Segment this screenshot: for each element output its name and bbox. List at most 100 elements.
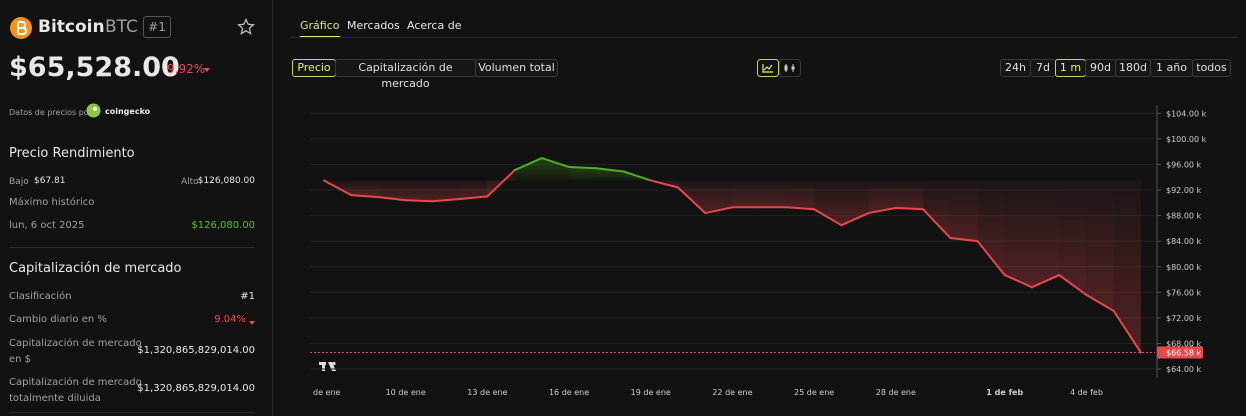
area <box>351 180 379 198</box>
line-segment <box>1030 274 1061 289</box>
area <box>732 180 760 208</box>
range-button[interactable]: 24h <box>1000 59 1031 77</box>
range-button[interactable]: 180d <box>1115 59 1151 77</box>
coin-name: Bitcoin <box>38 17 105 37</box>
row-label: Capitalización de mercado en $ <box>9 338 142 365</box>
line-segment <box>486 169 516 198</box>
area <box>950 180 978 242</box>
area-group <box>324 158 1141 353</box>
line-segment <box>894 206 925 211</box>
source-prefix: Datos de precios por <box>9 108 92 117</box>
low-label: Bajo <box>9 177 29 187</box>
range-button[interactable]: 7d <box>1030 59 1056 77</box>
area <box>378 180 406 201</box>
line-segment <box>1058 274 1088 296</box>
down-arrow <box>204 68 210 72</box>
x-tick-label: 19 de ene <box>631 388 671 397</box>
area <box>786 180 815 210</box>
line-segment <box>649 179 679 189</box>
area <box>677 180 706 214</box>
line-segment <box>459 195 489 200</box>
row-value: $1,320,865,829,014.00 <box>137 383 255 394</box>
y-tick-label: $84.00 k <box>1166 237 1202 246</box>
row-value: #1 <box>240 291 255 302</box>
range-button[interactable]: 1 año <box>1150 59 1193 77</box>
rank-badge: #1 <box>143 16 171 38</box>
x-tick-label: 4 de feb <box>1070 388 1103 397</box>
line-segment <box>540 157 571 169</box>
line-segment <box>350 194 380 199</box>
line-segment <box>513 157 543 172</box>
area <box>405 180 433 202</box>
line-segment <box>323 179 353 197</box>
area <box>460 180 488 199</box>
high-label: Alto <box>181 177 199 187</box>
row-label: Cambio diario en % <box>9 314 107 325</box>
line-segment <box>1112 309 1142 354</box>
line-segment <box>568 166 598 170</box>
row-value: 9.04% <box>214 314 246 325</box>
tab[interactable]: Acerca de <box>407 19 462 32</box>
y-tick-label: $68.00 k <box>1166 339 1202 348</box>
tab[interactable]: Gráfico <box>300 19 340 37</box>
high-value: $126,080.00 <box>197 176 255 186</box>
x-tick-label: 22 de ene <box>712 388 752 397</box>
line-segment <box>1003 274 1033 289</box>
line-segment <box>1085 293 1115 312</box>
y-tick-label: $96.00 k <box>1166 160 1202 169</box>
area <box>977 180 1005 276</box>
x-tick-label: 28 de ene <box>876 388 916 397</box>
area <box>705 180 733 214</box>
y-tick-label: $80.00 k <box>1166 263 1202 272</box>
range-button[interactable]: todos <box>1192 59 1231 77</box>
area <box>895 180 924 210</box>
line-segment <box>404 199 434 203</box>
area <box>514 158 542 181</box>
line-group <box>323 157 1142 354</box>
divider <box>9 412 255 413</box>
low-value: $67.81 <box>34 176 66 186</box>
row-label: Capitalización de mercado totalmente dil… <box>9 377 142 404</box>
area <box>841 180 869 226</box>
price: $65,528.00 <box>9 52 180 83</box>
x-tick-label: 13 de ene <box>467 388 507 397</box>
line-segment <box>949 236 979 243</box>
range-button[interactable]: 90d <box>1085 59 1116 77</box>
y-tick-label: $72.00 k <box>1166 314 1202 323</box>
coin-icon <box>10 17 32 39</box>
last-price-tag <box>1157 346 1203 359</box>
line-segment <box>622 170 652 182</box>
tab[interactable]: Mercados <box>347 19 400 32</box>
x-tick-label: de ene <box>313 388 341 397</box>
y-tick-label: $104.00 k <box>1166 109 1207 118</box>
area <box>923 180 951 238</box>
metric-button[interactable]: Capitalización de mercado <box>335 59 476 90</box>
x-tick-label: 10 de ene <box>386 388 426 397</box>
area <box>569 167 597 181</box>
section-title: Capitalización de mercado <box>9 261 182 276</box>
line-segment <box>976 240 1006 277</box>
source-logo <box>86 103 101 118</box>
line-segment <box>676 186 707 215</box>
line-segment <box>595 167 625 173</box>
metric-button[interactable]: Volumen total <box>475 59 558 77</box>
range-button[interactable]: 1 m <box>1055 59 1086 77</box>
area <box>1004 180 1032 288</box>
y-tick-label: $76.00 k <box>1166 288 1202 297</box>
chart-style-toggle[interactable] <box>757 59 801 77</box>
divider <box>9 247 255 248</box>
row-label: Clasificación <box>9 291 72 302</box>
favorite-star[interactable] <box>237 18 255 36</box>
area <box>814 180 842 226</box>
last-price-label: $66.58 k <box>1166 349 1202 358</box>
area <box>541 158 570 181</box>
y-tick-label: $88.00 k <box>1166 212 1202 221</box>
down-arrow <box>249 321 255 325</box>
y-tick-label: $100.00 k <box>1166 135 1207 144</box>
metric-button[interactable]: Precio <box>292 59 336 77</box>
y-tick-label: $92.00 k <box>1166 186 1202 195</box>
x-tick-label: 1 de feb <box>986 388 1023 397</box>
line-segment <box>704 206 734 215</box>
